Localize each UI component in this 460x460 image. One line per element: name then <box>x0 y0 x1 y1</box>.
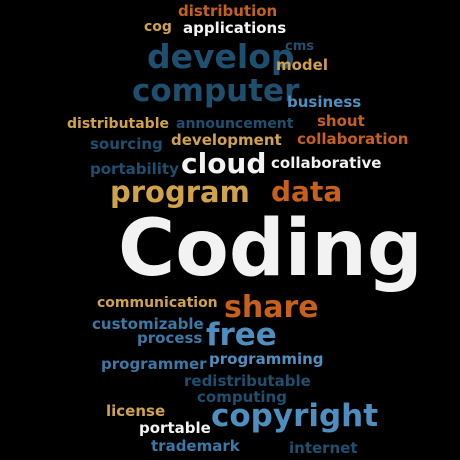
word-programmer: programmer <box>101 355 207 373</box>
word-collaboration: collaboration <box>297 130 409 148</box>
word-development: development <box>171 131 282 149</box>
word-trademark: trademark <box>151 437 240 455</box>
word-process: process <box>137 329 203 347</box>
word-portable: portable <box>139 419 211 437</box>
word-program: program <box>110 175 250 209</box>
word-sourcing: sourcing <box>90 135 163 153</box>
word-shout: shout <box>317 112 365 130</box>
word-cog: cog <box>144 19 172 35</box>
word-coding: Coding <box>118 204 423 294</box>
word-announcement: announcement <box>176 116 294 132</box>
word-model: model <box>276 56 328 74</box>
word-customizable: customizable <box>92 315 204 333</box>
word-copyright: copyright <box>211 398 379 434</box>
word-cloud: cloud <box>181 147 267 180</box>
word-data: data <box>271 175 343 208</box>
word-cms: cms <box>285 39 314 54</box>
word-redistributable: redistributable <box>184 372 311 390</box>
word-computing: computing <box>197 388 287 406</box>
word-communication: communication <box>97 295 218 311</box>
word-distributable: distributable <box>67 116 169 132</box>
word-share: share <box>224 290 319 325</box>
word-develop: develop <box>147 37 295 76</box>
word-free: free <box>206 317 277 353</box>
word-programming: programming <box>209 350 324 368</box>
word-business: business <box>287 93 362 111</box>
word-collaborative: collaborative <box>271 154 382 172</box>
word-distribution: distribution <box>178 2 278 20</box>
word-internet: internet <box>289 439 358 457</box>
word-applications: applications <box>183 19 287 37</box>
word-computer: computer <box>132 73 300 109</box>
word-license: license <box>106 402 166 420</box>
word-portability: portability <box>90 160 179 178</box>
